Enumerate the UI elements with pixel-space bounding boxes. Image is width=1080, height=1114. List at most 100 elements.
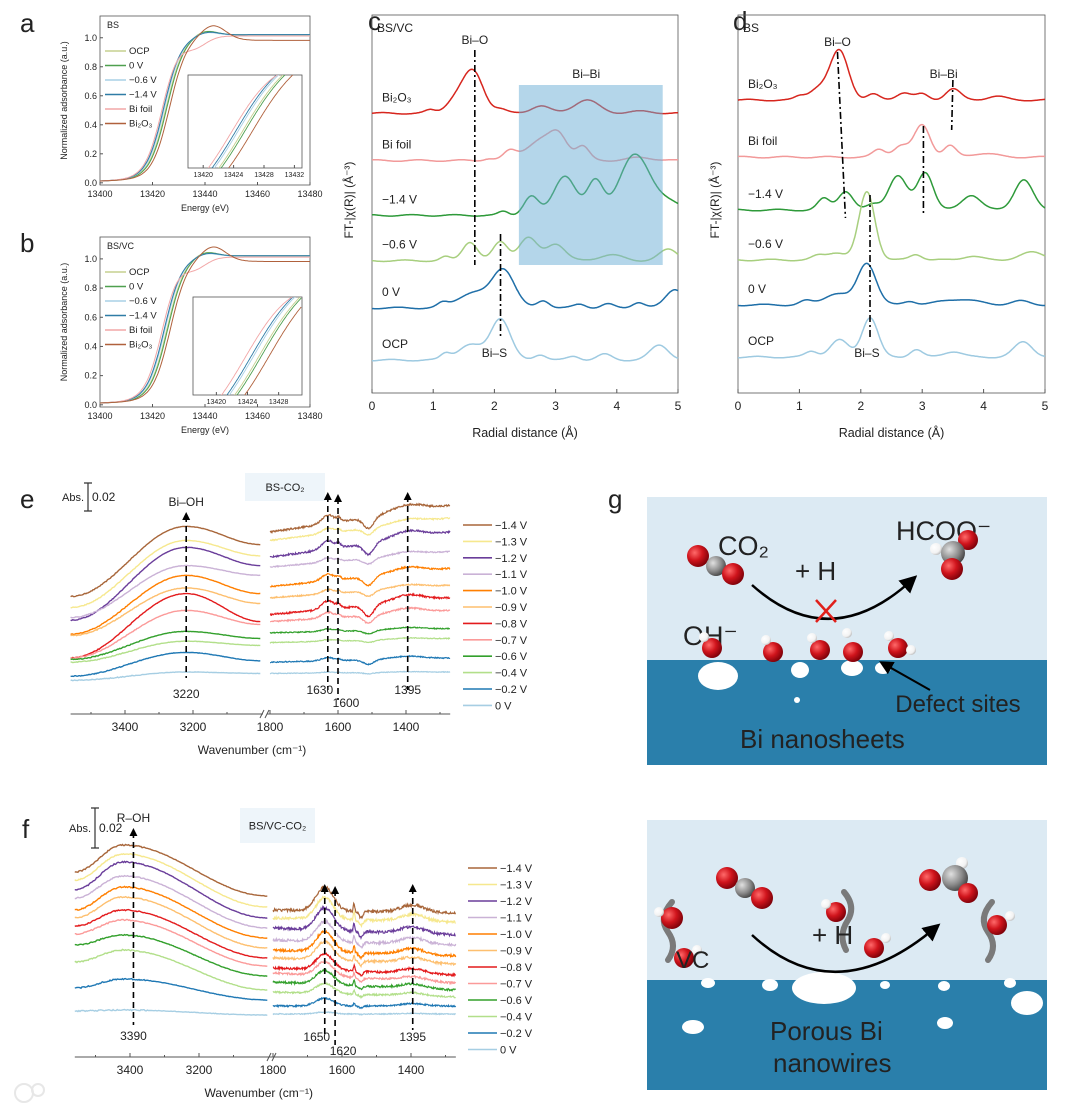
- vc-molecule-chain: [980, 899, 996, 963]
- y-tick-label: 0.6: [84, 312, 97, 322]
- x-tick-label: 1400: [398, 1063, 425, 1077]
- spectrum-right-0-6-v: [272, 968, 457, 992]
- defect-site: [791, 662, 809, 678]
- curve-bi-foil: [99, 256, 310, 404]
- hydrogen-atom: [1005, 911, 1015, 921]
- x-tick-label: 2: [491, 399, 498, 413]
- spectrum-left-0-7-v: [74, 918, 268, 967]
- x-axis-label: Radial distance (Å): [472, 425, 578, 440]
- panel-e-ir: −1.4 V −1.3 V −1.2 V −1.1 V −1.0 V −0.9 V −0.8…: [62, 473, 528, 757]
- y-axis-label: FT-|χ(R)| (Å⁻³): [707, 162, 722, 239]
- x-tick-label: 13480: [297, 189, 322, 199]
- spectrum-right-0-8-v: [272, 952, 457, 978]
- plot-frame: [737, 14, 1046, 394]
- series-label-bi-o: Bi₂O₃: [748, 77, 778, 91]
- inset-curve-bi-o: [244, 306, 302, 395]
- y-axis-label: Normalized adsorbance (a.u.): [59, 263, 69, 382]
- legend-label-bi-foil: Bi foil: [129, 325, 152, 336]
- panel-a-xanes: 13400 13420 13440 13460 13480 0.0 0.2 0.4 0.6 0.8…: [59, 15, 323, 213]
- spectrum-left-1-1-v: [74, 874, 268, 929]
- vc-label: VC: [676, 947, 709, 974]
- legend-label-0-8-v: −0.8 V: [500, 962, 533, 974]
- x-tick-label: 2: [857, 399, 864, 413]
- carbon-atom: [706, 556, 726, 576]
- porous-bi-label: Porous Bi: [770, 1016, 883, 1046]
- chart-title: BS/VC-CO₂: [249, 821, 306, 833]
- plus-h-label: + H: [795, 556, 836, 586]
- spectrum-right-0-7-v: [272, 959, 457, 986]
- pore: [762, 979, 778, 991]
- y-tick-label: 0.2: [84, 149, 97, 159]
- series-label-bi-foil: Bi foil: [382, 138, 411, 152]
- watermark-circle: [14, 1083, 34, 1103]
- hydrogen-atom: [654, 907, 664, 917]
- pore: [792, 972, 856, 1004]
- spectrum-right-1-0-v: [272, 929, 457, 961]
- carbon-atom: [941, 541, 965, 565]
- oxygen-atom: [716, 867, 738, 889]
- hydroxyl-oxygen: [888, 638, 908, 658]
- spectrum-right-0-7-v: [270, 606, 451, 624]
- watermark-logo: [14, 1083, 45, 1103]
- series-label-0-v: 0 V: [382, 285, 400, 299]
- x-tick-label: 0: [369, 399, 376, 413]
- legend-label-1-1-v: −1.1 V: [500, 913, 533, 925]
- spectrum-left-0-8-v: [70, 592, 261, 659]
- axis-break-mark: [259, 709, 270, 719]
- spectrum-right-1-0-v: [269, 565, 451, 588]
- peak-assignment: Bi–OH: [169, 495, 204, 509]
- y-tick-label: 0.4: [84, 341, 97, 351]
- y-tick-label: 0.4: [84, 120, 97, 130]
- pore: [682, 1020, 704, 1034]
- hydroxyl-hydrogen: [842, 628, 852, 638]
- inset-curve-1-4-v: [211, 75, 278, 168]
- spectrum-right-1-1-v: [272, 918, 457, 949]
- x-axis-label: Wavenumber (cm⁻¹): [204, 1086, 313, 1100]
- spectrum-left-0-4-v: [70, 640, 261, 664]
- inset-zoom: 13420 13424 13428 13432: [187, 74, 304, 179]
- defect-site: [794, 697, 800, 703]
- oxygen-atom: [958, 530, 978, 550]
- pore: [1004, 978, 1016, 988]
- legend-label-1-3-v: −1.3 V: [495, 536, 528, 548]
- panel-label-b: b: [20, 228, 34, 258]
- pore: [1011, 991, 1043, 1015]
- series-label-ocp: OCP: [748, 334, 774, 348]
- inset-x-tick-label: 13428: [254, 172, 274, 179]
- defect-pointer-arrow: [879, 661, 931, 691]
- spectrum-left-0-9-v: [74, 895, 268, 949]
- vc-molecule-chain: [839, 889, 855, 953]
- hydroxyl-hydrogen: [699, 632, 709, 642]
- pore: [880, 981, 890, 989]
- y-tick-label: 0.6: [84, 91, 97, 101]
- inset-curve-bi-foil: [207, 75, 279, 168]
- legend-label-bi-o: Bi₂O₃: [129, 119, 153, 130]
- x-tick-label: 1600: [325, 720, 352, 734]
- annotation-bi-bi: Bi–Bi: [930, 67, 958, 81]
- legend-label-ocp: OCP: [129, 46, 150, 57]
- x-tick-label: 13460: [245, 189, 270, 199]
- curve-bi-o: [100, 25, 310, 182]
- curve-1-4-v: [738, 171, 1046, 212]
- bi-o-guide-line: [836, 51, 847, 219]
- legend-label-0-4-v: −0.4 V: [500, 1012, 533, 1024]
- spectrum-left-0-2-v: [74, 977, 268, 1001]
- oxygen-atom: [661, 907, 683, 929]
- spectrum-right-1-2-v: [272, 904, 456, 940]
- oxygen-atom: [864, 938, 884, 958]
- series-label-1-4-v: −1.4 V: [382, 192, 417, 206]
- series-label-0-v: 0 V: [748, 282, 766, 296]
- spectrum-right-1-4-v: [272, 885, 457, 920]
- legend-label-0-2-v: −0.2 V: [495, 684, 528, 696]
- scale-bar: [91, 807, 99, 849]
- spectrum-left-1-4-v: [70, 525, 261, 598]
- spectrum-right-0-4-v: [272, 981, 456, 1000]
- legend-label-0-8-v: −0.8 V: [495, 618, 528, 630]
- panel-f-ir: −1.4 V −1.3 V −1.2 V −1.1 V −1.0 V −0.9 V −0.8…: [69, 807, 533, 1100]
- spectrum-left-0-8-v: [74, 908, 268, 959]
- legend-label-bi-o: Bi₂O₃: [129, 340, 153, 351]
- curve-bi-o: [737, 48, 1045, 102]
- spectrum-right-0-v: [269, 670, 451, 675]
- series-label-0-6-v: −0.6 V: [748, 237, 783, 251]
